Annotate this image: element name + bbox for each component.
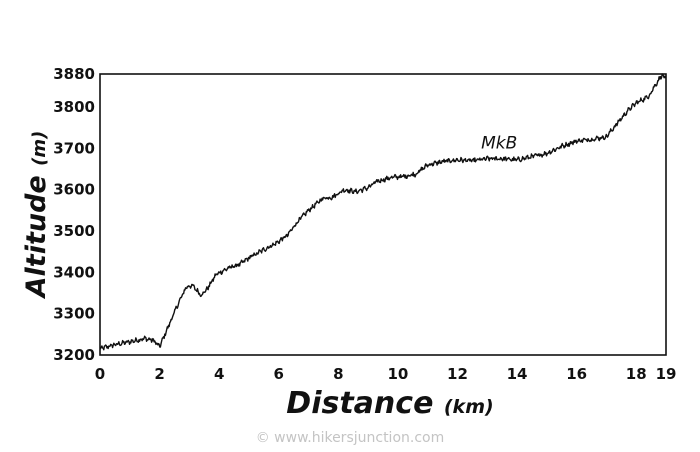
copyright-credit: © www.hikersjunction.com bbox=[255, 430, 445, 446]
x-tick-label: 16 bbox=[566, 365, 587, 383]
y-tick-label: 3880 bbox=[53, 65, 95, 83]
y-tick-label: 3500 bbox=[53, 222, 95, 240]
x-tick-label: 8 bbox=[333, 365, 343, 383]
x-axis-unit: (km) bbox=[444, 396, 494, 418]
x-tick-label: 0 bbox=[95, 365, 105, 383]
elevation-chart: 0 2 4 6 8 10 12 14 16 18 19 3200 3300 3400 3500 3600 37… bbox=[21, 65, 677, 421]
elevation-profile-line bbox=[99, 73, 667, 351]
y-axis-ticks: 3200 3300 3400 3500 3600 3700 3800 3880 bbox=[53, 65, 95, 364]
peak-annotation: MkB bbox=[481, 134, 517, 154]
x-axis-label-text: Distance bbox=[286, 386, 433, 421]
y-axis-unit: (m) bbox=[29, 131, 50, 166]
plot-frame bbox=[99, 73, 667, 356]
x-tick-label: 6 bbox=[274, 365, 284, 383]
x-axis-label: Distance (km) bbox=[286, 386, 493, 421]
y-tick-label: 3300 bbox=[53, 305, 95, 323]
x-tick-label: 12 bbox=[447, 365, 468, 383]
x-tick-label: 19 bbox=[656, 365, 677, 383]
y-axis-label: Altitude (m) bbox=[21, 131, 52, 300]
y-tick-label: 3600 bbox=[53, 181, 95, 199]
y-tick-label: 3700 bbox=[53, 139, 95, 157]
y-tick-label: 3400 bbox=[53, 263, 95, 281]
y-axis-label-text: Altitude bbox=[21, 175, 52, 299]
x-tick-label: 14 bbox=[507, 365, 528, 383]
x-tick-label: 18 bbox=[626, 365, 647, 383]
x-tick-label: 10 bbox=[387, 365, 408, 383]
y-tick-label: 3800 bbox=[53, 98, 95, 116]
x-tick-label: 2 bbox=[154, 365, 164, 383]
y-tick-label: 3200 bbox=[53, 346, 95, 364]
x-axis-ticks: 0 2 4 6 8 10 12 14 16 18 19 bbox=[95, 365, 677, 383]
x-tick-label: 4 bbox=[214, 365, 224, 383]
